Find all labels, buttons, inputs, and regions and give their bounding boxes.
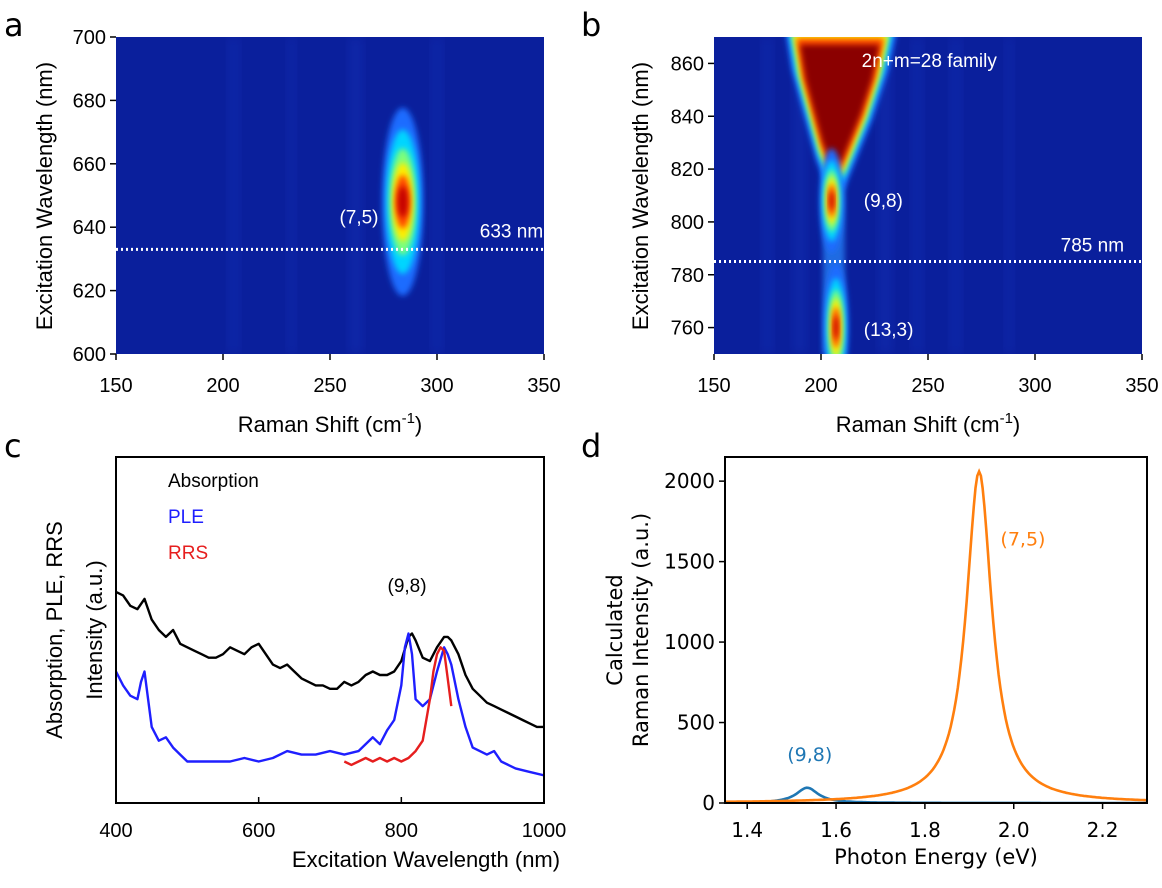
heatmap-streak: [433, 37, 441, 354]
heatmap-a-background: [116, 37, 544, 354]
x-tick-label: 1.6: [820, 818, 852, 842]
panel-label-d: d: [581, 427, 601, 465]
y-tick-label: 640: [73, 217, 106, 239]
plot-frame-d: [724, 456, 1148, 804]
heatmap-streak: [880, 37, 891, 354]
annotation-7-5-d: (7,5): [1000, 529, 1045, 551]
y-tick-label: 700: [73, 27, 106, 49]
heatmap-peak: [829, 191, 834, 211]
heatmap-streak: [350, 37, 361, 354]
x-tick-label: 150: [99, 375, 132, 397]
y-axis-label-a: Excitation Wavelength (nm): [32, 62, 57, 330]
annotation-13-3: (13,3): [864, 320, 914, 341]
y-tick-label: 840: [671, 106, 704, 128]
y-tick-label: 1000: [664, 630, 715, 654]
y-tick-label: 800: [671, 212, 704, 234]
y-tick-label: 760: [671, 318, 704, 340]
heatmap-streak: [951, 37, 960, 354]
x-axis-label-a: Raman Shift (cm-1): [238, 410, 423, 437]
annotation-9-8-c: (9,8): [388, 576, 427, 597]
series-line-ple: [116, 632, 544, 777]
x-tick-label: 350: [527, 375, 560, 397]
y-tick-label: 600: [73, 344, 106, 366]
heatmap-streak: [288, 37, 295, 354]
legend-absorption: Absorption: [168, 471, 259, 492]
annotation-9-8-b: (9,8): [864, 191, 903, 212]
annotation-9-8-d: (9,8): [787, 744, 832, 766]
heatmap-streak: [229, 37, 238, 354]
heatmap-panel-a: 633 nm (7,5) 150 200 250 300 350 600 620 640 660…: [73, 27, 561, 397]
heatmap-streak: [913, 37, 922, 354]
y-tick-label: 0: [702, 791, 715, 815]
x-tick-label: 200: [804, 375, 837, 397]
series-line-absorption: [116, 590, 544, 729]
x-axis-label-b: Raman Shift (cm-1): [836, 410, 1021, 437]
y-tick-label: 660: [73, 154, 106, 176]
plot-frame-c: [115, 456, 545, 804]
x-tick-label: 800: [385, 820, 418, 842]
heatmap-streak: [794, 37, 805, 354]
y-tick-label: 1500: [664, 550, 715, 574]
panel-label-a: a: [4, 6, 24, 44]
y-axis-label-d: Calculated: [603, 574, 627, 685]
y-axis-label-d-line2: Raman Intensity (a.u.): [629, 513, 653, 747]
y-tick-label: 500: [677, 711, 715, 735]
y-tick-label: 620: [73, 281, 106, 303]
panel-label-c: c: [4, 427, 22, 465]
x-tick-label: 400: [99, 820, 132, 842]
y-tick-label: 860: [671, 53, 704, 75]
reference-line-label-b: 785 nm: [1061, 236, 1124, 257]
x-tick-label: 350: [1125, 375, 1158, 397]
y-axis-label-c-line2: Intensity (a.u.): [82, 560, 107, 699]
series-line-7-5: [725, 468, 1147, 803]
x-tick-label: 1.8: [909, 818, 941, 842]
x-tick-label: 300: [1018, 375, 1051, 397]
x-tick-label: 1.4: [731, 818, 763, 842]
legend-ple: PLE: [168, 507, 204, 528]
x-tick-label: 1000: [522, 820, 567, 842]
y-tick-label: 820: [671, 159, 704, 181]
annotation-7-5-a: (7,5): [339, 208, 378, 229]
y-tick-label: 680: [73, 90, 106, 112]
x-tick-label: 300: [420, 375, 453, 397]
x-tick-label: 2.0: [998, 818, 1030, 842]
series-line-rrs: [343, 646, 453, 767]
reference-line-label-a: 633 nm: [480, 221, 543, 242]
y-axis-label-b: Excitation Wavelength (nm): [628, 62, 653, 330]
x-axis-label-c: Excitation Wavelength (nm): [292, 847, 560, 872]
line-panel-d: (9,8) (7,5) 1.4 1.6 1.8 2.0 2.2 0 500 1000 1500 2…: [603, 456, 1148, 869]
x-tick-label: 2.2: [1087, 818, 1119, 842]
heatmap-streak: [1006, 37, 1013, 354]
heatmap-peak: [833, 315, 839, 340]
x-tick-label: 250: [313, 375, 346, 397]
y-tick-label: 2000: [664, 469, 715, 493]
panel-label-b: b: [581, 6, 601, 44]
heatmap-peak: [397, 186, 408, 218]
line-panel-c: Absorption PLE RRS (9,8) 400 600 800 1000 E…: [42, 456, 567, 872]
heatmap-b-background: [714, 37, 1142, 354]
legend-rrs: RRS: [168, 543, 208, 564]
y-axis-label-c: Absorption, PLE, RRS: [42, 521, 67, 739]
annotation-family: 2n+m=28 family: [862, 51, 998, 72]
heatmap-panel-b: 785 nm 2n+m=28 family (9,8) (13,3) 150 20…: [671, 37, 1159, 397]
x-tick-label: 150: [697, 375, 730, 397]
x-tick-label: 600: [242, 820, 275, 842]
x-axis-label-d: Photon Energy (eV): [834, 845, 1038, 869]
x-tick-label: 200: [206, 375, 239, 397]
heatmap-peak: [800, 44, 880, 162]
heatmap-streak: [763, 37, 772, 354]
y-tick-label: 780: [671, 265, 704, 287]
x-tick-label: 250: [911, 375, 944, 397]
